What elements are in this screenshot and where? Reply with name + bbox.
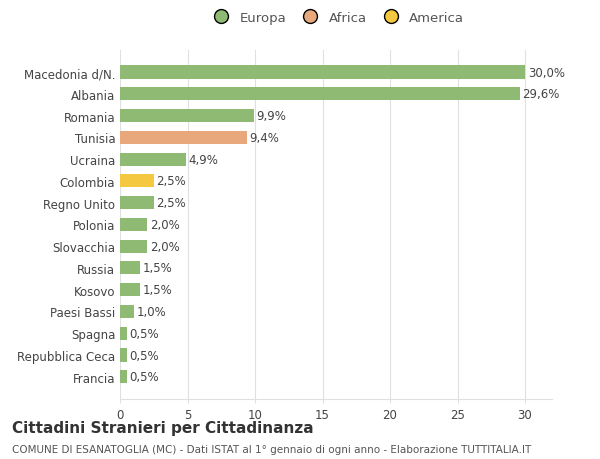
Bar (120, 262, 140, 275)
Bar (120, 305, 133, 318)
Text: 0,5%: 0,5% (130, 370, 159, 383)
Bar (120, 88, 520, 101)
Text: 2,0%: 2,0% (150, 240, 179, 253)
Text: 1,5%: 1,5% (143, 284, 173, 297)
Text: 30,0%: 30,0% (528, 67, 565, 79)
Text: 0,5%: 0,5% (130, 349, 159, 362)
Bar (120, 327, 127, 340)
Text: 9,4%: 9,4% (250, 132, 280, 145)
Bar (120, 218, 147, 231)
Text: 2,5%: 2,5% (157, 175, 186, 188)
Text: COMUNE DI ESANATOGLIA (MC) - Dati ISTAT al 1° gennaio di ogni anno - Elaborazion: COMUNE DI ESANATOGLIA (MC) - Dati ISTAT … (12, 444, 531, 454)
Text: 9,9%: 9,9% (256, 110, 286, 123)
Text: 2,5%: 2,5% (157, 197, 186, 210)
Text: 29,6%: 29,6% (522, 88, 560, 101)
Text: 1,5%: 1,5% (143, 262, 173, 275)
Bar (120, 370, 127, 383)
Text: 4,9%: 4,9% (189, 153, 219, 166)
Bar (120, 240, 147, 253)
Bar (120, 284, 140, 297)
Bar (120, 175, 154, 188)
Bar (120, 67, 525, 79)
Text: 0,5%: 0,5% (130, 327, 159, 340)
Bar (120, 132, 247, 145)
Bar (120, 110, 254, 123)
Bar (120, 196, 154, 210)
Legend: Europa, Africa, America: Europa, Africa, America (208, 12, 464, 25)
Text: Cittadini Stranieri per Cittadinanza: Cittadini Stranieri per Cittadinanza (12, 420, 314, 435)
Bar (120, 349, 127, 362)
Text: 2,0%: 2,0% (150, 218, 179, 231)
Text: 1,0%: 1,0% (136, 305, 166, 318)
Bar (120, 153, 186, 166)
